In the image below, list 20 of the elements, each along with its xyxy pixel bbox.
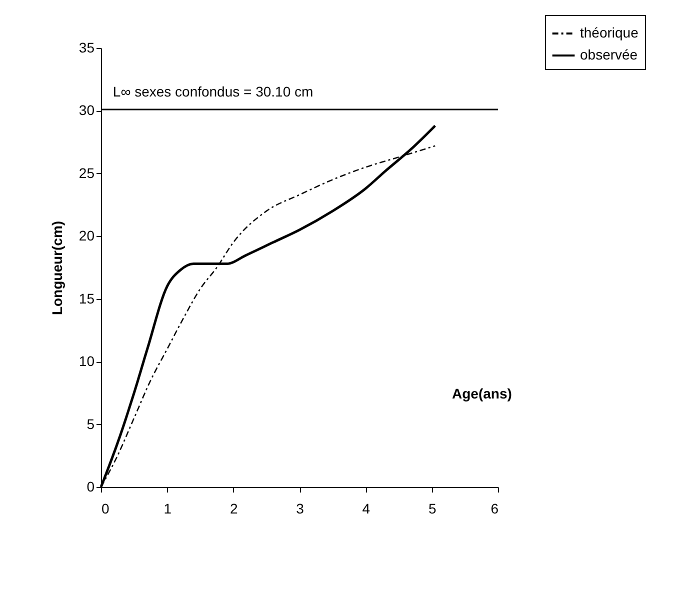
y-tick-label: 25 <box>78 164 95 181</box>
ref-line-label: L∞ sexes confondus = 30.10 cm <box>112 83 314 100</box>
y-tick-label: 15 <box>78 290 95 306</box>
x-tick-label: 1 <box>164 500 172 516</box>
y-tick-label: 10 <box>78 353 95 370</box>
x-axis-title: Age(ans) <box>452 386 512 402</box>
y-axis-title: Longueur(cm) <box>48 220 65 316</box>
x-tick-label: 6 <box>490 500 499 516</box>
x-tick-label: 3 <box>296 500 304 516</box>
y-tick-label: 35 <box>78 40 95 56</box>
y-tick-label: 0 <box>86 478 95 494</box>
x-tick-label: 5 <box>428 500 436 516</box>
legend-label: observée <box>580 46 638 62</box>
x-tick-label: 0 <box>102 500 110 516</box>
legend-label: théorique <box>580 24 639 40</box>
x-tick-label: 2 <box>230 500 238 516</box>
y-tick-label: 20 <box>78 228 95 244</box>
x-tick-label: 4 <box>362 500 370 516</box>
y-tick-label: 5 <box>86 416 95 432</box>
y-tick-label: 30 <box>78 102 95 118</box>
